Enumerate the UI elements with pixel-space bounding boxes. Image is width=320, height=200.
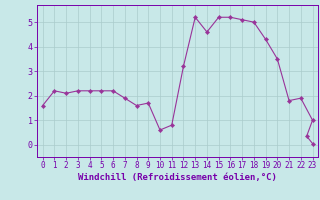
X-axis label: Windchill (Refroidissement éolien,°C): Windchill (Refroidissement éolien,°C) <box>78 173 277 182</box>
